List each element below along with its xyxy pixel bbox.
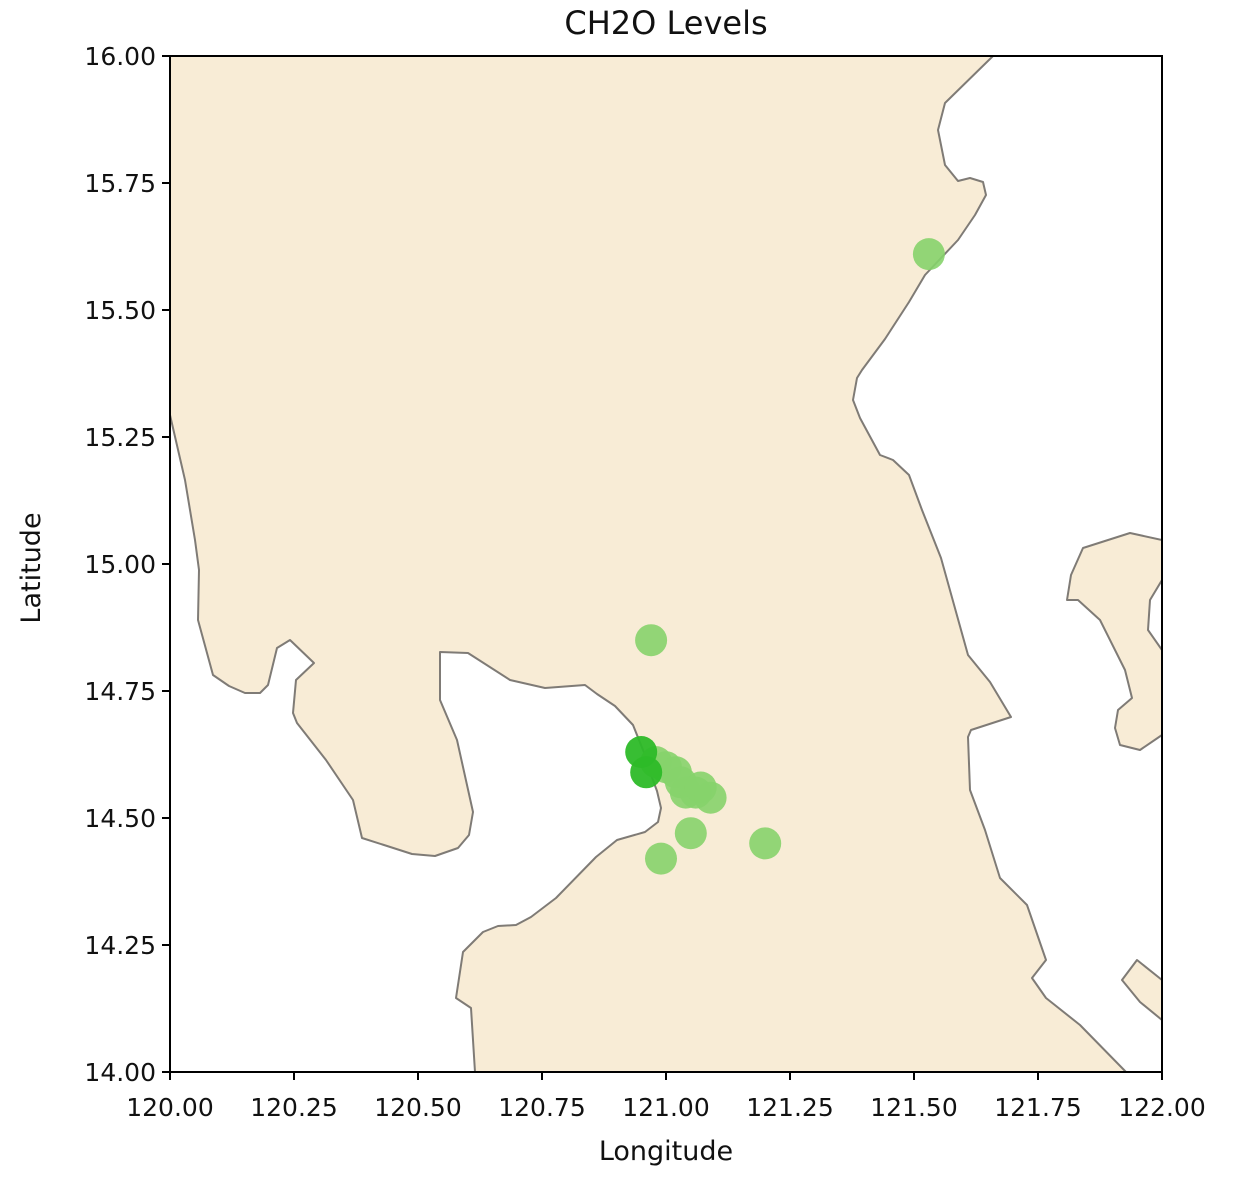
x-tick-label: 120.50 bbox=[374, 1093, 461, 1122]
ch2o-data-point bbox=[645, 842, 677, 875]
y-tick-label: 14.75 bbox=[84, 677, 156, 706]
x-axis-label: Longitude bbox=[599, 1136, 733, 1167]
x-tick-label: 120.25 bbox=[250, 1093, 337, 1122]
y-tick-label: 15.00 bbox=[84, 550, 156, 579]
x-tick-label: 121.25 bbox=[746, 1093, 833, 1122]
ch2o-data-point bbox=[694, 781, 727, 814]
y-tick-label: 14.00 bbox=[84, 1058, 156, 1087]
y-tick-label: 16.00 bbox=[84, 42, 156, 71]
x-tick-label: 122.00 bbox=[1118, 1093, 1205, 1122]
ch2o-points bbox=[625, 238, 945, 875]
y-tick-label: 15.25 bbox=[84, 423, 156, 452]
y-tick-label: 14.50 bbox=[84, 804, 156, 833]
x-axis-ticks: 120.00 120.25 120.50 120.75 121.00 121.25 121.… bbox=[126, 1072, 1206, 1122]
y-axis-label: Latitude bbox=[16, 512, 47, 623]
ch2o-data-point bbox=[749, 827, 782, 860]
x-tick-label: 120.75 bbox=[498, 1093, 585, 1122]
y-axis-ticks: 14.00 14.25 14.50 14.75 15.00 15.25 15.50 15.75… bbox=[84, 42, 170, 1087]
y-tick-label: 15.50 bbox=[84, 296, 156, 325]
y-tick-label: 14.25 bbox=[84, 931, 156, 960]
y-tick-label: 15.75 bbox=[84, 169, 156, 198]
map-layer bbox=[170, 56, 1162, 1072]
x-tick-label: 121.00 bbox=[622, 1093, 709, 1122]
ch2o-data-point bbox=[674, 817, 707, 850]
polillo-island bbox=[1066, 532, 1162, 751]
luzon-landmass bbox=[170, 56, 1127, 1072]
southeast-islet bbox=[1121, 959, 1162, 1021]
x-tick-label: 121.50 bbox=[870, 1093, 957, 1122]
x-tick-label: 120.00 bbox=[126, 1093, 213, 1122]
ch2o-data-point bbox=[635, 624, 668, 657]
map-title: CH2O Levels bbox=[564, 4, 767, 42]
ch2o-data-point bbox=[630, 756, 663, 789]
x-tick-label: 121.75 bbox=[994, 1093, 1081, 1122]
ch2o-data-point bbox=[912, 238, 945, 271]
